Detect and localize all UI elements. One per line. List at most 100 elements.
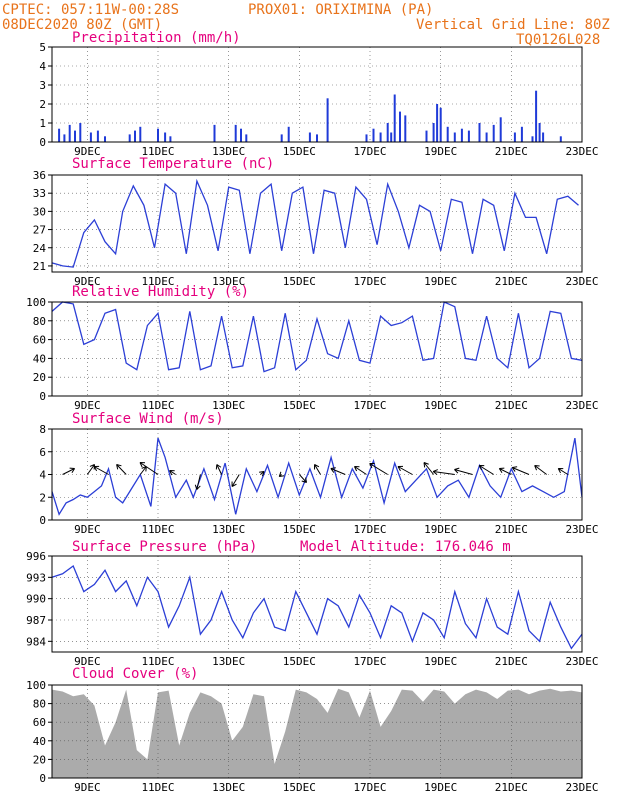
rh-xtick-label: 19DEC xyxy=(424,399,457,412)
wind-xtick-label: 13DEC xyxy=(212,523,245,536)
cloud-xtick-label: 13DEC xyxy=(212,781,245,794)
pres-xtick-label: 9DEC xyxy=(74,655,101,668)
wind-wind-vector xyxy=(314,464,321,475)
wind-wind-arrowhead xyxy=(215,464,222,470)
rh-xtick-label: 11DEC xyxy=(141,399,174,412)
precip-bar xyxy=(432,123,435,142)
pres-plot-frame xyxy=(51,555,583,653)
wind-ytick-label: 6 xyxy=(39,446,46,459)
precip-title: Precipitation (mm/h) xyxy=(72,30,241,46)
precip-bar xyxy=(128,134,131,142)
cloud-xtick-label: 17DEC xyxy=(353,781,386,794)
panel-cloud: 0 20 40 60 80 100 9DEC 11DEC 13DEC 15DEC 17DEC 19DE… xyxy=(26,666,598,794)
temp-xtick-label: 11DEC xyxy=(141,275,174,288)
precip-ytick-label: 5 xyxy=(39,41,46,54)
wind-wind-vector xyxy=(139,462,159,475)
precip-bar xyxy=(436,104,439,142)
cloud-area xyxy=(52,688,582,778)
wind-wind-vector xyxy=(454,469,473,475)
wind-wind-vector xyxy=(86,464,95,475)
wind-wind-vector xyxy=(330,468,346,475)
wind-wind-vector xyxy=(558,468,569,475)
rh-ytick-label: 100 xyxy=(26,296,46,309)
rh-series-line xyxy=(51,301,583,373)
wind-wind-arrowhead xyxy=(141,466,147,472)
wind-wind-arrowhead xyxy=(93,465,100,472)
cloud-ytick-label: 80 xyxy=(33,698,46,711)
precip-bar xyxy=(453,132,456,142)
precip-bar xyxy=(372,128,375,142)
precip-xtick-label: 15DEC xyxy=(283,145,316,158)
panel-wind: 0 2 4 6 8 9DEC 11DEC 13DEC 15DEC 17DEC 19DEC 21DEC 2… xyxy=(39,411,598,536)
precip-bar xyxy=(79,123,82,142)
rh-xtick-label: 13DEC xyxy=(212,399,245,412)
precip-bar xyxy=(308,132,311,142)
wind-title: Surface Wind (m/s) xyxy=(72,411,224,427)
wind-wind-vector xyxy=(499,468,512,475)
precip-bar xyxy=(478,123,481,142)
temp-xtick-label: 23DEC xyxy=(565,275,598,288)
cloud-ytick-label: 20 xyxy=(33,753,46,766)
wind-wind-vector xyxy=(93,466,109,475)
precip-bar xyxy=(134,130,136,142)
wind-wind-vector xyxy=(169,470,176,475)
precip-bar xyxy=(326,98,329,142)
precip-xtick-label: 23DEC xyxy=(565,145,598,158)
rh-ytick-label: 0 xyxy=(39,390,46,403)
pres-series-line xyxy=(51,564,583,650)
pres-ytick-label: 984 xyxy=(26,635,46,648)
rh-xtick-label: 9DEC xyxy=(74,399,101,412)
precip-bar xyxy=(240,128,242,142)
rh-xtick-label: 23DEC xyxy=(565,399,598,412)
wind-wind-arrowhead xyxy=(301,477,308,483)
wind-xtick-label: 9DEC xyxy=(74,523,101,536)
wind-wind-arrowhead xyxy=(498,467,505,473)
rh-ytick-label: 40 xyxy=(33,352,46,365)
pres-ytick-label: 993 xyxy=(26,571,46,584)
precip-bar xyxy=(492,124,495,142)
temp-xtick-label: 21DEC xyxy=(495,275,528,288)
wind-wind-arrowhead xyxy=(278,471,285,477)
precip-bar xyxy=(425,130,428,142)
precip-bar xyxy=(542,132,545,142)
precip-bar xyxy=(520,126,523,142)
wind-wind-arrowhead xyxy=(69,467,76,473)
rh-xtick-label: 17DEC xyxy=(353,399,386,412)
rh-xtick-label: 15DEC xyxy=(283,399,316,412)
precip-bar xyxy=(365,134,368,142)
wind-xtick-label: 15DEC xyxy=(283,523,316,536)
temp-ytick-label: 24 xyxy=(33,242,47,255)
cloud-xtick-label: 19DEC xyxy=(424,781,457,794)
pres-ytick-label: 996 xyxy=(26,550,46,563)
cloud-ytick-label: 100 xyxy=(26,679,46,692)
cloud-xtick-label: 15DEC xyxy=(283,781,316,794)
rh-xtick-label: 21DEC xyxy=(495,399,528,412)
panel-pres: 984 987 990 993 996 9DEC 11DEC 13DEC 15DEC 17DEC 1… xyxy=(26,539,598,668)
pres-title: Surface Pressure (hPa) xyxy=(72,539,257,555)
pres-subtitle: Model Altitude: 176.046 m xyxy=(300,539,511,555)
precip-ytick-label: 3 xyxy=(39,79,46,92)
precip-bar xyxy=(234,124,237,142)
wind-wind-vector xyxy=(62,468,75,475)
temp-xtick-label: 17DEC xyxy=(353,275,386,288)
precip-bar xyxy=(446,126,449,142)
precip-plot-frame xyxy=(51,46,583,143)
pres-xtick-label: 11DEC xyxy=(141,655,174,668)
rh-ytick-label: 80 xyxy=(33,315,46,328)
pres-xtick-label: 15DEC xyxy=(283,655,316,668)
wind-wind-arrowhead xyxy=(314,464,320,470)
temp-xtick-label: 15DEC xyxy=(283,275,316,288)
cloud-xtick-label: 9DEC xyxy=(74,781,101,794)
wind-xtick-label: 11DEC xyxy=(141,523,174,536)
cloud-ytick-label: 40 xyxy=(33,735,46,748)
wind-xtick-label: 17DEC xyxy=(353,523,386,536)
cloud-title: Cloud Cover (%) xyxy=(72,666,198,682)
precip-bar xyxy=(538,123,541,142)
wind-xtick-label: 21DEC xyxy=(495,523,528,536)
precip-bar xyxy=(68,124,71,142)
precip-ytick-label: 1 xyxy=(39,117,46,130)
header-line1-right: PROX01: ORIXIMINA (PA) xyxy=(248,2,433,18)
wind-wind-arrowhead xyxy=(169,470,175,476)
precip-bar xyxy=(58,128,61,142)
header-date: 08DEC2020 80Z (GMT) xyxy=(2,17,162,33)
